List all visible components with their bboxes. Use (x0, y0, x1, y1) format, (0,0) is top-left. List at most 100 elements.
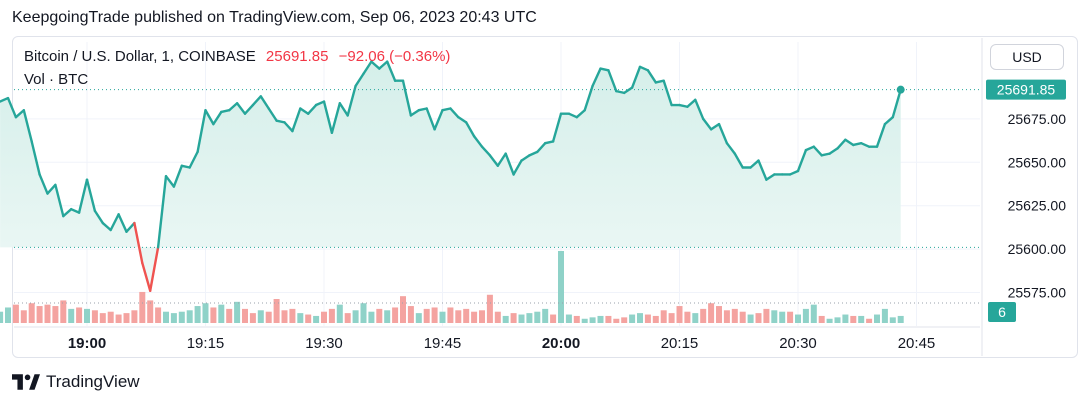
price-segment (638, 65, 650, 72)
volume-bar (60, 300, 67, 323)
volume-bar (629, 314, 636, 323)
volume-bar (550, 314, 557, 323)
symbol-title: Bitcoin / U.S. Dollar, 1, COINBASE (24, 48, 256, 65)
price-segment (551, 112, 563, 143)
price-segment (788, 169, 800, 176)
volume-bar (581, 318, 588, 323)
price-segment (409, 109, 420, 117)
price-segment (449, 107, 460, 119)
volume-bar (305, 314, 312, 323)
price-segment (188, 150, 199, 169)
volume-bar (328, 308, 335, 323)
currency-button[interactable]: USD (990, 44, 1064, 70)
volume-bar (400, 296, 406, 323)
price-segment (0, 96, 10, 103)
last-price: 25691.85 (265, 48, 329, 65)
volume-bar (731, 308, 738, 323)
price-segment (62, 207, 73, 218)
volume-bar (163, 311, 169, 323)
price-segment (883, 115, 894, 126)
volume-bar (5, 307, 11, 323)
volume-bar (234, 301, 241, 323)
volume-bar (76, 307, 83, 323)
price-segment (583, 84, 594, 112)
price-segment (109, 213, 120, 232)
price-segment (804, 145, 815, 152)
price-segment (386, 60, 397, 82)
volume-bar (415, 313, 422, 323)
price-segment (757, 159, 768, 181)
last-point-marker (896, 85, 905, 94)
footer-brand[interactable]: TradingView (12, 372, 140, 392)
volume-bar (565, 314, 572, 323)
volume-bar (242, 308, 248, 323)
price-segment (77, 178, 89, 214)
price-segment (512, 159, 523, 176)
price-segment (346, 84, 357, 117)
price-segment (6, 96, 18, 119)
price-segment (717, 122, 729, 145)
price-segment (654, 79, 665, 84)
volume-bar (0, 311, 4, 323)
price-segment (852, 142, 863, 147)
volume-bar (486, 294, 493, 323)
price-segment (267, 107, 278, 122)
price-segment (528, 150, 539, 157)
volume-bar (897, 315, 904, 323)
volume-bar (107, 311, 114, 323)
volume-bar (91, 310, 98, 323)
price-segment (694, 98, 705, 121)
volume-bar (257, 310, 264, 323)
price-segment (630, 65, 642, 89)
y-tick-label: 25650.00 (1008, 154, 1067, 170)
volume-bar (265, 311, 272, 323)
volume-bar (155, 307, 162, 323)
brand-name: TradingView (46, 372, 140, 391)
price-segment (567, 112, 578, 119)
price-segment (702, 117, 713, 131)
volume-bar (321, 311, 327, 323)
price-segment (749, 159, 760, 169)
price-segment (180, 164, 191, 169)
volume-bar (336, 304, 343, 323)
x-tick-label: 19:45 (424, 335, 462, 352)
volume-bar (810, 304, 817, 323)
volume-bar (747, 314, 754, 323)
volume-bar (139, 291, 146, 323)
volume-bar (210, 307, 217, 323)
volume-bar (455, 310, 462, 323)
price-segment (46, 183, 57, 195)
price-segment (362, 60, 373, 75)
price-segment (338, 102, 349, 117)
volume-bar (249, 313, 256, 323)
price-segment (314, 100, 326, 107)
price-segment (836, 138, 847, 150)
volume-bar (194, 306, 201, 323)
price-segment (875, 122, 887, 148)
volume-bar (313, 315, 320, 323)
price-segment (520, 154, 531, 162)
volume-bar (423, 308, 430, 323)
price-segment (496, 152, 507, 167)
volume-bar (676, 306, 683, 323)
volume-bar (44, 304, 51, 323)
price-segment (812, 145, 823, 157)
volume-bar (273, 299, 280, 323)
volume-bar (510, 313, 517, 323)
volume-bar (226, 308, 233, 323)
x-tick-label: 20:00 (542, 335, 580, 352)
volume-bar (692, 313, 699, 323)
price-segment (93, 209, 105, 225)
price-segment (457, 115, 468, 124)
price-segment (259, 95, 270, 110)
price-segment (283, 121, 294, 133)
volume-bar (407, 306, 414, 323)
price-segment (544, 140, 555, 145)
price-segment (623, 86, 634, 95)
x-tick-label: 19:30 (305, 335, 343, 352)
price-segment (686, 98, 697, 108)
tradingview-logo-icon (12, 374, 40, 390)
price-segment (227, 102, 239, 112)
volume-bar (795, 314, 801, 323)
